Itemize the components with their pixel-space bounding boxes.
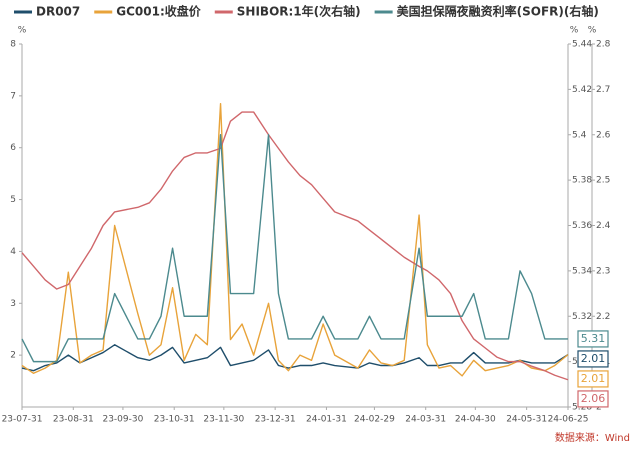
source-note: 数据来源：Wind	[555, 431, 630, 444]
y3-tick-label: 2.6	[596, 130, 611, 140]
y-tick-label: 2	[10, 351, 16, 361]
x-tick-label: 24-01-31	[306, 415, 347, 425]
y2-unit: %	[570, 26, 579, 36]
end-label-text: 2.06	[581, 392, 606, 405]
end-label-text: 2.01	[581, 372, 606, 385]
end-label-box	[577, 370, 609, 388]
x-tick-label: 24-04-30	[455, 415, 496, 425]
y-tick-label: 4	[10, 247, 16, 257]
y3-tick-label: 2.4	[596, 221, 611, 231]
end-label-box	[577, 330, 609, 348]
x-tick-label: 24-02-29	[354, 415, 395, 425]
y-tick-label: 7	[10, 91, 16, 101]
y2-tick-label: 5.42	[572, 85, 592, 95]
series-line	[21, 102, 569, 377]
end-label: 2.01	[577, 370, 609, 388]
x-tick-label: 24-03-31	[405, 415, 446, 425]
y3-tick-label: 2.3	[596, 266, 610, 276]
y3-tick-label: 2.2	[596, 312, 610, 322]
series-line	[21, 134, 568, 363]
y3-tick-label: 2.7	[596, 85, 610, 95]
legend-label: DR007	[36, 5, 80, 19]
end-label-box	[577, 350, 609, 368]
x-tick-label: 23-12-31	[255, 415, 296, 425]
y-unit: %	[18, 26, 27, 36]
x-tick-label: 24-05-31	[506, 415, 547, 425]
y-tick-label: 6	[10, 143, 16, 153]
legend: DR007 GC001:收盘价 SHIBOR:1年(次右轴) 美国担保隔夜融资利率(S…	[14, 4, 599, 19]
x-tick-label: 23-09-30	[102, 415, 143, 425]
x-tick-label: 23-08-31	[53, 415, 94, 425]
y2-tick-label: 5.36	[572, 221, 592, 231]
y3-tick-label: 2.5	[596, 176, 610, 186]
y3-tick-label: 2.8	[596, 40, 611, 50]
end-label-text: 2.01	[581, 352, 606, 365]
end-label-text: 5.31	[581, 332, 606, 345]
y2-tick-label: 5.4	[572, 130, 587, 140]
end-label: 2.06	[577, 390, 609, 408]
x-tick-label: 23-07-31	[2, 415, 43, 425]
end-label: 5.31	[577, 330, 609, 348]
x-tick-label: 23-10-31	[154, 415, 195, 425]
y2-tick-label: 5.44	[572, 40, 592, 50]
series-line	[21, 344, 569, 372]
end-label-box	[577, 390, 609, 408]
series-line	[21, 111, 569, 381]
y-tick-label: 5	[10, 195, 16, 205]
y2-tick-label: 5.34	[572, 266, 592, 276]
x-tick-label: 24-06-25	[548, 415, 589, 425]
y-tick-label: 8	[10, 40, 16, 50]
x-tick-label: 23-11-30	[203, 415, 244, 425]
legend-label: 美国担保隔夜融资利率(SOFR)(右轴)	[397, 4, 599, 19]
end-label: 2.01	[577, 350, 609, 368]
y-tick-label: 3	[10, 299, 16, 309]
y2-tick-label: 5.38	[572, 176, 592, 186]
y2-tick-label: 5.32	[572, 312, 592, 322]
y3-unit: %	[588, 26, 597, 36]
legend-label: GC001:收盘价	[116, 4, 202, 19]
legend-label: SHIBOR:1年(次右轴)	[237, 4, 361, 19]
